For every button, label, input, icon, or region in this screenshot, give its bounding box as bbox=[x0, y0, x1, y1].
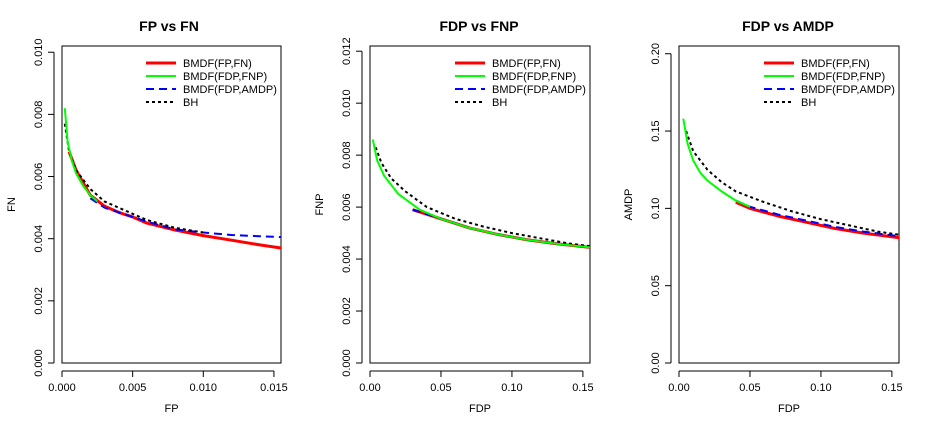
x-axis-label: FP bbox=[164, 403, 178, 415]
legend-label: BMDF(FDP,AMDP) bbox=[183, 84, 277, 96]
y-tick-label: 0.000 bbox=[33, 349, 45, 377]
legend-label: BMDF(FDP,FNP) bbox=[801, 71, 885, 83]
series-line-3 bbox=[735, 199, 899, 238]
x-tick-label: 0.15 bbox=[572, 382, 593, 394]
y-tick-label: 0.008 bbox=[33, 101, 45, 129]
y-tick-label: 0.004 bbox=[33, 225, 45, 253]
y-axis-label: FNP bbox=[314, 194, 326, 216]
y-tick-label: 0.00 bbox=[650, 352, 662, 373]
chart-title: FP vs FN bbox=[139, 18, 199, 34]
y-tick-label: 0.006 bbox=[33, 163, 45, 191]
x-tick-label: 0.15 bbox=[881, 382, 902, 394]
legend-label: BH bbox=[183, 97, 198, 109]
x-tick-label: 0.010 bbox=[190, 382, 218, 394]
y-tick-label: 0.004 bbox=[341, 245, 353, 273]
y-tick-label: 0.002 bbox=[341, 297, 353, 325]
y-tick-label: 0.008 bbox=[341, 141, 353, 169]
y-tick-label: 0.05 bbox=[650, 275, 662, 296]
legend-label: BMDF(FDP,FNP) bbox=[183, 71, 267, 83]
series-line-3 bbox=[89, 197, 281, 239]
x-axis-label: FDP bbox=[778, 403, 800, 415]
y-axis-label: AMDP bbox=[623, 189, 635, 221]
plot-frame bbox=[61, 45, 282, 364]
x-tick-label: 0.005 bbox=[119, 382, 147, 394]
y-tick-label: 0.10 bbox=[650, 198, 662, 219]
y-tick-label: 0.15 bbox=[650, 120, 662, 141]
x-tick-label: 0.05 bbox=[739, 382, 760, 394]
y-tick-label: 0.006 bbox=[341, 193, 353, 221]
panel-2: FDP vs FNP 0.00 0.05 0.10 0.15 FDP 0.000 0.002 0… bbox=[314, 18, 594, 415]
panel-1: FP vs FN 0.000 0.005 0.010 0.015 FP 0.000 0.002… bbox=[6, 18, 288, 415]
x-tick-label: 0.10 bbox=[501, 382, 522, 394]
y-tick-label: 0.000 bbox=[341, 349, 353, 377]
legend-label: BMDF(FP,FN) bbox=[183, 58, 252, 70]
series-line-2 bbox=[63, 108, 98, 203]
series-line-1 bbox=[67, 151, 281, 250]
x-tick-label: 0.10 bbox=[810, 382, 831, 394]
x-tick-label: 0.05 bbox=[430, 382, 451, 394]
legend-label: BMDF(FDP,AMDP) bbox=[801, 84, 895, 96]
series-line-4 bbox=[685, 130, 899, 236]
legend-label: BMDF(FP,FN) bbox=[801, 58, 870, 70]
series-line-2 bbox=[682, 118, 751, 208]
legend-label: BMDF(FDP,FNP) bbox=[492, 71, 576, 83]
y-tick-label: 0.002 bbox=[33, 287, 45, 315]
plot-frame bbox=[369, 45, 591, 364]
x-tick-label: 0.015 bbox=[260, 382, 288, 394]
legend-label: BMDF(FDP,AMDP) bbox=[492, 84, 586, 96]
plot-frame bbox=[678, 45, 900, 364]
y-tick-label: 0.010 bbox=[341, 89, 353, 117]
y-tick-label: 0.012 bbox=[341, 37, 353, 65]
y-tick-label: 0.010 bbox=[33, 38, 45, 66]
y-axis-label: FN bbox=[6, 197, 18, 212]
panel-3: FDP vs AMDP 0.00 0.05 0.10 0.15 FDP 0.00 0.05 0.… bbox=[623, 18, 903, 415]
x-tick-label: 0.00 bbox=[359, 382, 380, 394]
x-axis-label: FDP bbox=[469, 403, 491, 415]
chart-title: FDP vs FNP bbox=[439, 18, 518, 34]
legend-label: BH bbox=[492, 97, 507, 109]
chart-title: FDP vs AMDP bbox=[742, 18, 834, 34]
series-line-1 bbox=[735, 200, 899, 240]
x-tick-label: 0.00 bbox=[668, 382, 689, 394]
legend-label: BMDF(FP,FN) bbox=[492, 58, 561, 70]
y-tick-label: 0.20 bbox=[650, 43, 662, 64]
series-line-2 bbox=[371, 139, 590, 249]
x-tick-label: 0.000 bbox=[48, 382, 76, 394]
legend-label: BH bbox=[801, 97, 816, 109]
